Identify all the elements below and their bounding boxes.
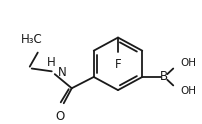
Text: H: H (46, 56, 55, 69)
Text: F: F (114, 58, 121, 71)
Text: B: B (159, 70, 167, 83)
Text: H₃C: H₃C (21, 33, 42, 46)
Text: OH: OH (179, 58, 195, 68)
Text: N: N (57, 66, 66, 79)
Text: O: O (55, 110, 64, 123)
Text: OH: OH (179, 86, 195, 96)
